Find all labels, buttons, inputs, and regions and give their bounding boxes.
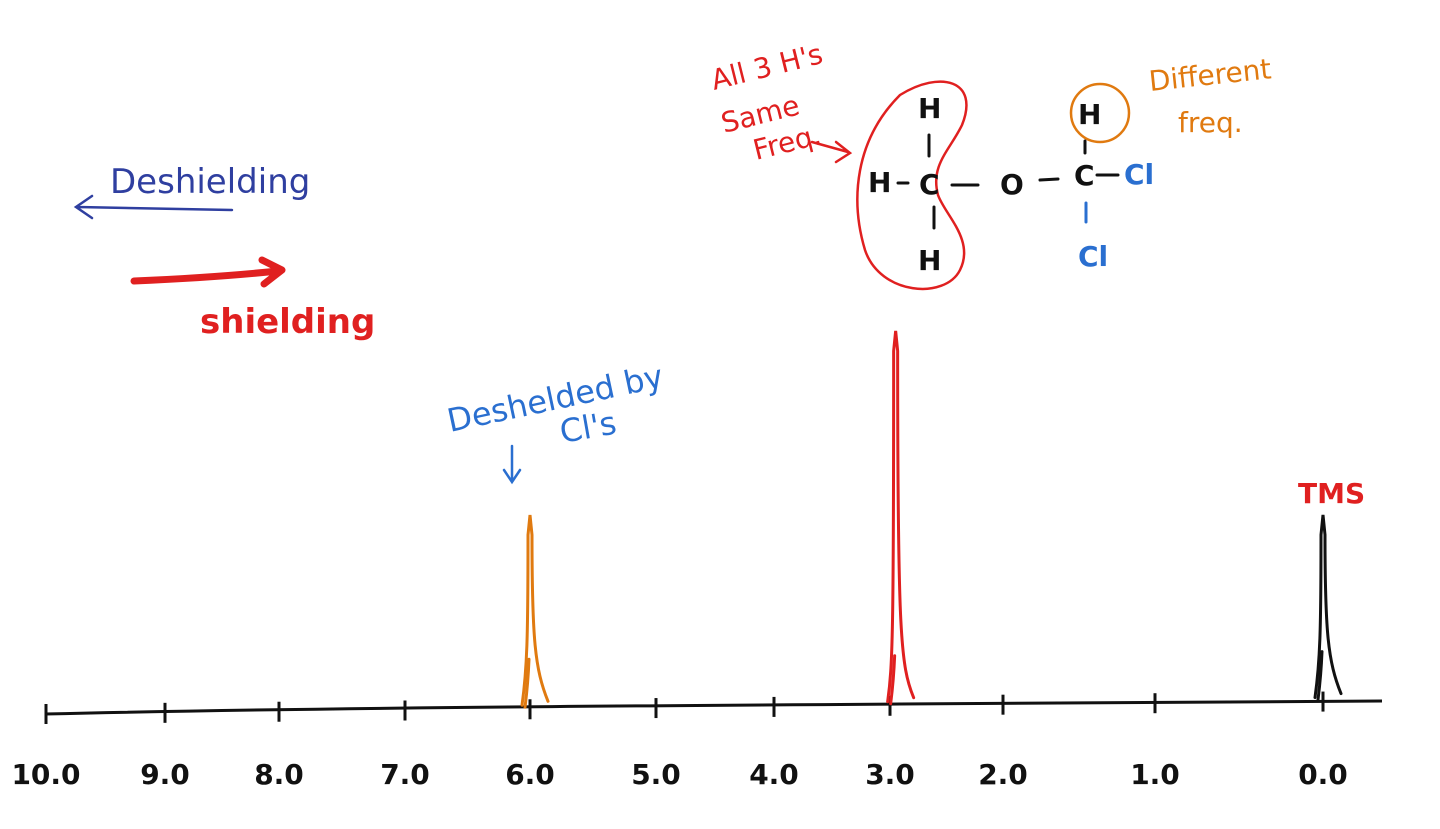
atom-o: O (1000, 168, 1024, 201)
axis-tick-label: 2.0 (978, 758, 1028, 791)
shielding-annotation: shielding (130, 256, 375, 342)
axis-tick-label: 9.0 (140, 758, 190, 791)
atom-h-bottom-left: H (918, 244, 941, 277)
bond-o-c (1038, 177, 1060, 182)
deshielded-label-line1: Deshelded by (444, 357, 667, 440)
axis-tick-label: 4.0 (749, 758, 799, 791)
bonds (896, 133, 1120, 230)
axis-tick-label: 7.0 (380, 758, 430, 791)
axis-tick-label: 0.0 (1298, 758, 1348, 791)
methyl-h-enclosure (856, 80, 968, 291)
spectrum-peak (886, 330, 916, 706)
atom-h-top-right: H (1078, 98, 1101, 131)
shielding-arrow-icon (130, 256, 286, 288)
single-h-enclosure (1069, 82, 1131, 144)
axis-tick-label: 5.0 (631, 758, 681, 791)
axis-tick-label: 10.0 (11, 758, 80, 791)
deshielding-arrow-icon (73, 194, 234, 220)
axis-ticks (44, 691, 1325, 724)
all3-label-line1: All 3 H's (708, 37, 826, 97)
deshielded-annotation: Deshelded by Cl's (444, 357, 667, 485)
spectrum-peaks (520, 330, 1343, 709)
deshielding-annotation: Deshielding (73, 162, 310, 220)
atom-cl-bottom: Cl (1078, 240, 1108, 273)
different-h-annotation: Different freq. (1147, 52, 1273, 139)
atom-c-left: C (919, 168, 940, 201)
deshielding-label: Deshielding (110, 162, 310, 202)
different-label-line1: Different (1147, 52, 1273, 98)
different-label-line2: freq. (1178, 106, 1243, 139)
atom-h-top-left: H (918, 92, 941, 125)
axis-tick-label: 6.0 (505, 758, 555, 791)
molecule-structure: H H C H O C H Cl Cl (856, 80, 1154, 291)
ppm-axis-line (44, 699, 1383, 716)
spectrum-peak (520, 514, 550, 709)
atom-cl-right: Cl (1124, 158, 1154, 191)
down-arrow-icon (502, 444, 522, 485)
spectrum-peak (1313, 514, 1343, 702)
axis-tick-labels: 10.0 9.0 8.0 7.0 6.0 5.0 4.0 3.0 2.0 1.0 0.0 (11, 758, 1347, 791)
atom-c-right: C (1074, 159, 1095, 192)
equivalent-h-annotation: All 3 H's Same Freq. (708, 37, 853, 167)
tms-label: TMS (1298, 477, 1365, 510)
pointer-arrow-icon (810, 140, 853, 164)
axis-tick-label: 1.0 (1130, 758, 1180, 791)
atom-h-left: H (868, 166, 891, 199)
axis-tick-label: 3.0 (865, 758, 915, 791)
axis-tick-label: 8.0 (254, 758, 304, 791)
shielding-label: shielding (200, 302, 375, 342)
